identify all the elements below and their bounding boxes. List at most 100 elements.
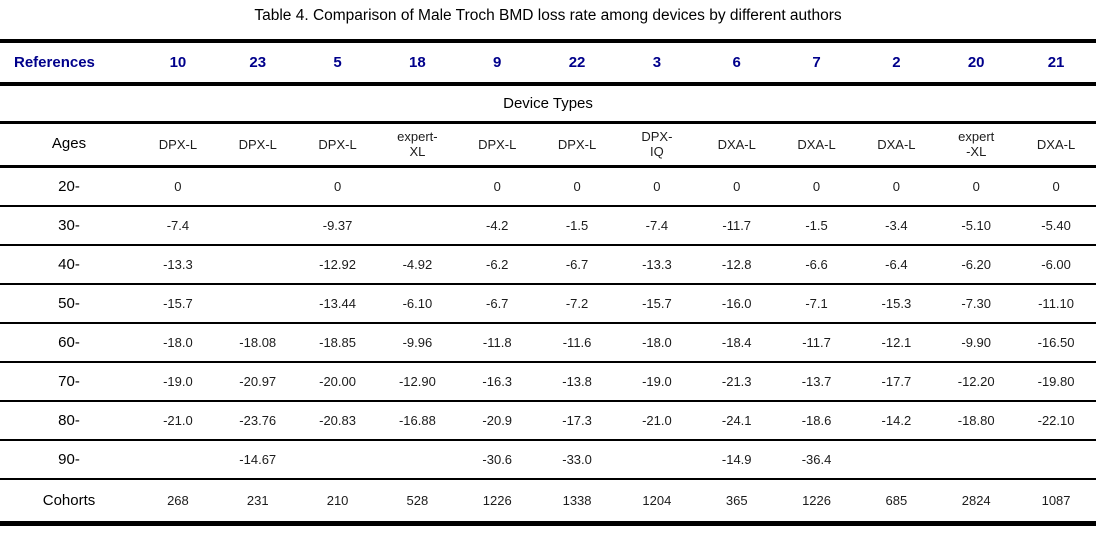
cohort-value: 268 [167,492,189,508]
bmd-value [856,439,937,480]
ages-header-row: Ages DPX-L DPX-L DPX-L expert- XL DPX-L … [0,122,1096,168]
table-row-age-60: 60- -18.0 -18.08 -18.85 -9.96 -11.8 -11.… [0,322,1096,363]
bmd-value: -6.6 [776,244,857,285]
bmd-value: 0 [1016,166,1096,207]
cohort-value: 685 [885,492,908,508]
references-header: References [0,41,138,86]
table-row-age-40: 40- -13.3 -12.92 -4.92 -6.2 -6.7 -13.3 -… [0,244,1096,285]
bmd-value: -23.76 [217,400,298,441]
bmd-value: -9.90 [936,322,1017,363]
bmd-value: -7.1 [776,283,857,324]
bmd-value: -13.44 [297,283,378,324]
device-type: DXA-L [776,122,857,168]
bmd-value: -6.4 [856,244,937,285]
device-types-row: Device Types [0,84,1096,124]
bmd-value: -6.00 [1016,244,1096,285]
bmd-value: -21.3 [696,361,777,402]
bmd-value: -20.83 [297,400,378,441]
table-row-age-20: 20- 0 0 0 0 0 0 0 0 0 0 [0,166,1096,207]
bmd-value: -3.4 [856,205,937,246]
bmd-value [377,439,458,480]
bmd-value: 0 [297,166,378,207]
bmd-value: -13.7 [776,361,857,402]
bmd-value: -18.0 [138,322,218,363]
bmd-value: -18.80 [936,400,1017,441]
device-type: DPX- IQ [616,122,697,168]
bmd-value: -22.10 [1016,400,1096,441]
device-type: DPX-L [457,122,538,168]
bmd-value: -4.92 [377,244,458,285]
bmd-value: -4.2 [457,205,538,246]
table-row-age-90: 90- -14.67 -30.6 -33.0 -14.9 -36.4 [0,439,1096,480]
bmd-value: -15.7 [138,283,218,324]
bmd-value: -12.20 [936,361,1017,402]
bmd-value [1016,439,1096,480]
age-row-label: 80- [0,400,138,441]
bmd-value: 0 [138,166,218,207]
bmd-value: -14.2 [856,400,937,441]
reference-number: 22 [537,41,617,86]
cohorts-label: Cohorts [42,491,96,509]
cohort-value: 1204 [642,492,672,508]
references-row: References 10 23 5 18 9 22 3 6 7 2 20 21 [0,41,1096,86]
bmd-value: -12.8 [696,244,777,285]
bmd-value: -15.3 [856,283,937,324]
bmd-loss-table: References 10 23 5 18 9 22 3 6 7 2 20 21… [0,39,1096,526]
age-row-label: 30- [0,205,138,246]
bmd-value: -14.67 [217,439,298,480]
bmd-value: -18.85 [297,322,378,363]
bmd-value [138,439,218,480]
cohort-value: 1338 [562,492,592,508]
reference-number: 20 [936,41,1017,86]
bmd-value: -17.7 [856,361,937,402]
bmd-value: -13.8 [537,361,617,402]
cohort-value: 528 [406,492,429,508]
bmd-value: -19.0 [616,361,697,402]
reference-number: 5 [297,41,378,86]
bmd-value [297,439,378,480]
bmd-value [377,166,458,207]
bmd-value: 0 [696,166,777,207]
bmd-value: -16.50 [1016,322,1096,363]
bmd-value: -11.8 [457,322,538,363]
bmd-value: -15.7 [616,283,697,324]
bmd-value: 0 [936,166,1017,207]
device-type: DXA-L [696,122,777,168]
bmd-value: -11.6 [537,322,617,363]
cohort-value: 365 [725,492,748,508]
bmd-value [217,244,298,285]
bmd-value: -1.5 [776,205,857,246]
bmd-value: -9.37 [297,205,378,246]
bmd-value: -18.0 [616,322,697,363]
bmd-value: -5.40 [1016,205,1096,246]
cohort-value: 1087 [1041,492,1071,508]
bmd-value: -6.10 [377,283,458,324]
bmd-value: -12.92 [297,244,378,285]
device-type: DPX-L [217,122,298,168]
cohorts-row: Cohorts 268 231 210 528 1226 1338 1204 3… [0,479,1096,524]
age-row-label: 60- [0,322,138,363]
bmd-value: 0 [616,166,697,207]
age-row-label: 20- [0,166,138,207]
reference-number: 21 [1016,41,1096,86]
age-row-label: 90- [0,439,138,480]
reference-number: 7 [776,41,857,86]
bmd-value: -20.9 [457,400,538,441]
bmd-value: -6.2 [457,244,538,285]
table-row-age-70: 70- -19.0 -20.97 -20.00 -12.90 -16.3 -13… [0,361,1096,402]
bmd-value: -7.4 [616,205,697,246]
bmd-value: -30.6 [457,439,538,480]
bmd-value: 0 [856,166,937,207]
reference-number: 9 [457,41,538,86]
bmd-value: -20.97 [217,361,298,402]
bmd-value: -7.4 [138,205,218,246]
cohort-value: 231 [246,492,269,508]
device-type: expert -XL [936,122,1017,168]
table-row-age-30: 30- -7.4 -9.37 -4.2 -1.5 -7.4 -11.7 -1.5… [0,205,1096,246]
ages-header: Ages [0,122,138,168]
cohort-value: 210 [326,492,349,508]
bmd-value: -13.3 [138,244,218,285]
reference-number: 10 [138,41,218,86]
bmd-value: -6.7 [537,244,617,285]
